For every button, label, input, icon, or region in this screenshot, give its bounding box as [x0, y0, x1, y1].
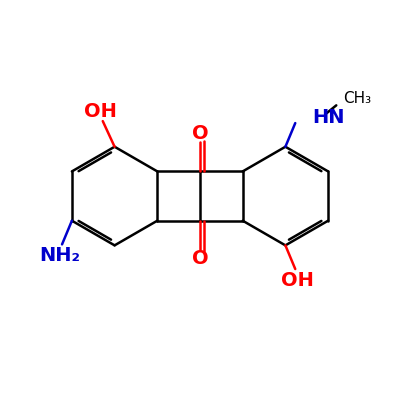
Text: CH₃: CH₃ [343, 91, 372, 106]
Text: O: O [192, 250, 208, 268]
Text: OH: OH [84, 102, 117, 121]
Text: HN: HN [312, 108, 344, 127]
Text: O: O [192, 124, 208, 143]
Text: NH₂: NH₂ [40, 246, 80, 265]
Text: OH: OH [281, 270, 314, 290]
